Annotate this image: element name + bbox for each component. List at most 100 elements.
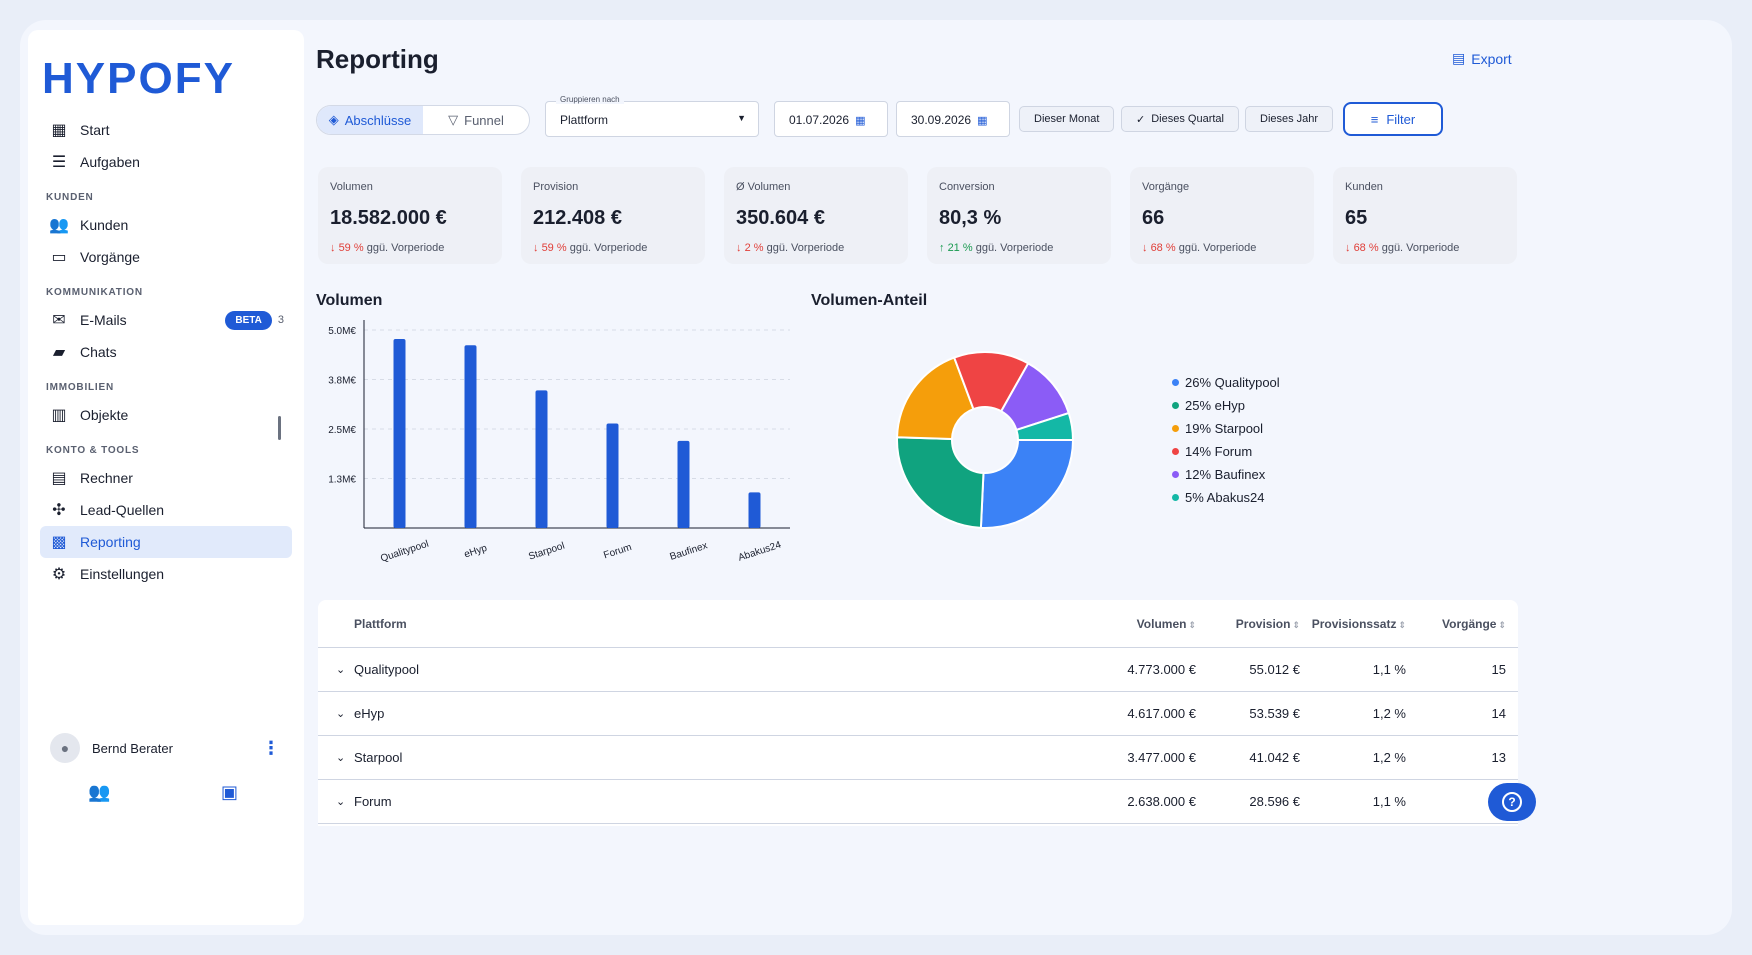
team-icon[interactable]: 👥	[88, 782, 111, 802]
export-button[interactable]: ▤ Export	[1452, 50, 1512, 67]
filter-button[interactable]: ≡ Filter	[1343, 102, 1443, 136]
bar-qualitypool[interactable]	[393, 339, 406, 528]
kpi-value: 212.408 €	[533, 207, 622, 229]
cell-plattform: ⌄ eHyp	[318, 706, 1098, 721]
legend-dot	[1172, 494, 1179, 501]
x-tick-label: Forum	[602, 542, 633, 561]
date-to-field[interactable]: 30.09.2026 ▦	[896, 101, 1010, 137]
sidebar-resize-handle[interactable]	[278, 416, 281, 440]
sidebar-item-label: Reporting	[80, 534, 141, 550]
slice-ehyp[interactable]	[896, 436, 985, 529]
chevron-down-icon[interactable]: ⌄	[336, 664, 346, 676]
kpi-value: 80,3 %	[939, 207, 1002, 229]
pie-chart-title: Volumen-Anteil	[811, 292, 928, 309]
sidebar-item-vorg-nge[interactable]: ▭ Vorgänge	[40, 241, 292, 273]
tab-funnel[interactable]: ▽ Funnel	[423, 106, 529, 134]
group-by-select[interactable]: Gruppieren nach Plattform ▼	[545, 95, 759, 137]
tab-abschluesse-label: Abschlüsse	[344, 112, 412, 128]
question-icon: ?	[1502, 792, 1522, 812]
header-provision[interactable]: Provision ⇕	[1196, 617, 1300, 631]
date-from-value: 01.07.2026	[789, 113, 850, 127]
table-row[interactable]: ⌄ Qualitypool 4.773.000 € 55.012 € 1,1 % 15	[318, 648, 1518, 692]
legend-item: 14% Forum	[1172, 440, 1280, 463]
filter-lines-icon: ≡	[1370, 111, 1379, 127]
slice-abakus24[interactable]	[1015, 411, 1075, 441]
chip-this-quarter-label: Dieses Quartal	[1151, 113, 1224, 125]
bar-ehyp[interactable]	[464, 345, 477, 528]
header-volumen[interactable]: Volumen ⇕	[1098, 617, 1196, 631]
header-plattform[interactable]: Plattform	[354, 616, 407, 631]
kpi-delta-suffix: ggü. Vorperiode	[975, 242, 1054, 254]
sort-icon: ⇕	[1188, 619, 1196, 630]
tag-icon: ◈	[328, 112, 339, 127]
header-provisionssatz[interactable]: Provisionssatz ⇕	[1300, 617, 1406, 631]
tab-abschluesse[interactable]: ◈ Abschlüsse	[317, 106, 423, 134]
legend-item: 19% Starpool	[1172, 417, 1280, 440]
chevron-down-icon[interactable]: ⌄	[336, 752, 346, 764]
help-fab[interactable]: ?	[1488, 783, 1536, 821]
cell-volumen: 2.638.000 €	[1127, 794, 1196, 809]
cell-provision: 55.012 €	[1249, 662, 1300, 677]
kebab-menu-icon[interactable]: ⋮	[262, 737, 280, 758]
kpi-label: Ø Volumen	[736, 181, 791, 193]
building-icon: ▥	[51, 407, 67, 424]
chip-this-quarter[interactable]: ✓ Dieses Quartal	[1121, 106, 1239, 132]
cell-volumen: 3.477.000 €	[1127, 750, 1196, 765]
slice-qualitypool[interactable]	[979, 439, 1075, 529]
cell-volumen: 4.617.000 €	[1127, 706, 1196, 721]
network-icon: ✣	[52, 502, 66, 519]
sidebar-item-chats[interactable]: ▰ Chats	[40, 336, 292, 368]
platform-name: Forum	[354, 794, 392, 809]
kpi-delta: ↓ 59 % ggü. Vorperiode	[330, 242, 490, 254]
chip-this-month[interactable]: Dieser Monat	[1019, 106, 1115, 132]
kpi-label: Kunden	[1345, 181, 1383, 193]
bar-chart: 5.0M€ 3.8M€ 2.5M€ 1.3M€ Qualitypool eHyp Starp…	[328, 320, 790, 565]
sidebar-item-start[interactable]: ▦ Start	[40, 114, 292, 146]
sidebar-item-aufgaben[interactable]: ☰ Aufgaben	[40, 146, 292, 178]
legend-label: 14% Forum	[1185, 444, 1253, 459]
bar-forum[interactable]	[606, 423, 619, 528]
legend-dot	[1172, 448, 1179, 455]
legend-dot	[1172, 425, 1179, 432]
sidebar-item-lead-quellen[interactable]: ✣ Lead-Quellen	[40, 494, 292, 526]
help-square-icon[interactable]: ▣	[220, 782, 238, 802]
bar-baufinex[interactable]	[677, 440, 690, 528]
sidebar-item-e-mails[interactable]: ✉ E-Mails BETA 3	[40, 304, 292, 336]
chevron-down-icon[interactable]: ⌄	[336, 708, 346, 720]
sidebar-item-reporting[interactable]: ▩ Reporting	[40, 526, 292, 558]
table-row[interactable]: ⌄ Forum 2.638.000 € 28.596 € 1,1 %	[318, 780, 1518, 824]
sidebar-item-label: Start	[80, 122, 110, 138]
chevron-down-icon[interactable]: ⌄	[336, 796, 346, 808]
sidebar-item-label: Kunden	[80, 217, 129, 233]
chip-this-month-label: Dieser Monat	[1034, 113, 1100, 125]
kpi-card: Conversion 80,3 % ↑ 21 % ggü. Vorperiode	[927, 167, 1111, 264]
sidebar-item-einstellungen[interactable]: ⚙ Einstellungen	[40, 558, 292, 590]
cell-provisionssatz: 1,1 %	[1372, 662, 1406, 677]
cell-provision: 53.539 €	[1249, 706, 1300, 721]
sidebar-item-label: Aufgaben	[80, 154, 140, 170]
cell-provision: 41.042 €	[1249, 750, 1300, 765]
header-volumen-label: Volumen	[1136, 616, 1187, 631]
sidebar-item-rechner[interactable]: ▤ Rechner	[40, 462, 292, 494]
avatar: ●	[50, 733, 80, 763]
sidebar-item-kunden[interactable]: 👥 Kunden	[40, 209, 292, 241]
slice-starpool[interactable]	[896, 356, 975, 441]
kpi-delta-value: 21 %	[947, 242, 973, 254]
legend-dot	[1172, 402, 1179, 409]
bar-starpool[interactable]	[535, 390, 548, 528]
sidebar-item-label: Vorgänge	[80, 249, 140, 265]
header-vorgaenge-label: Vorgänge	[1442, 616, 1497, 631]
table-header: Plattform Volumen ⇕ Provision ⇕ Provisions…	[318, 600, 1518, 648]
date-from-field[interactable]: 01.07.2026 ▦	[774, 101, 888, 137]
sidebar-item-objekte[interactable]: ▥ Objekte	[40, 399, 292, 431]
table-row[interactable]: ⌄ eHyp 4.617.000 € 53.539 € 1,2 % 14	[318, 692, 1518, 736]
sidebar: HYPOFY ▦ Start ☰ Aufgaben KUNDEN 👥 Kunden ▭ Vorg…	[28, 30, 304, 925]
table-row[interactable]: ⌄ Starpool 3.477.000 € 41.042 € 1,2 % 13	[318, 736, 1518, 780]
chip-this-year[interactable]: Dieses Jahr	[1245, 106, 1334, 132]
header-vorgaenge[interactable]: Vorgänge ⇕	[1406, 617, 1506, 631]
bar-abakus24[interactable]	[748, 492, 761, 528]
user-menu[interactable]: ● Bernd Berater ⋮	[50, 733, 280, 763]
kpi-card: Ø Volumen 350.604 € ↓ 2 % ggü. Vorperiode	[724, 167, 908, 264]
export-icon: ▤	[1452, 50, 1466, 66]
kpi-card: Provision 212.408 € ↓ 59 % ggü. Vorperiode	[521, 167, 705, 264]
